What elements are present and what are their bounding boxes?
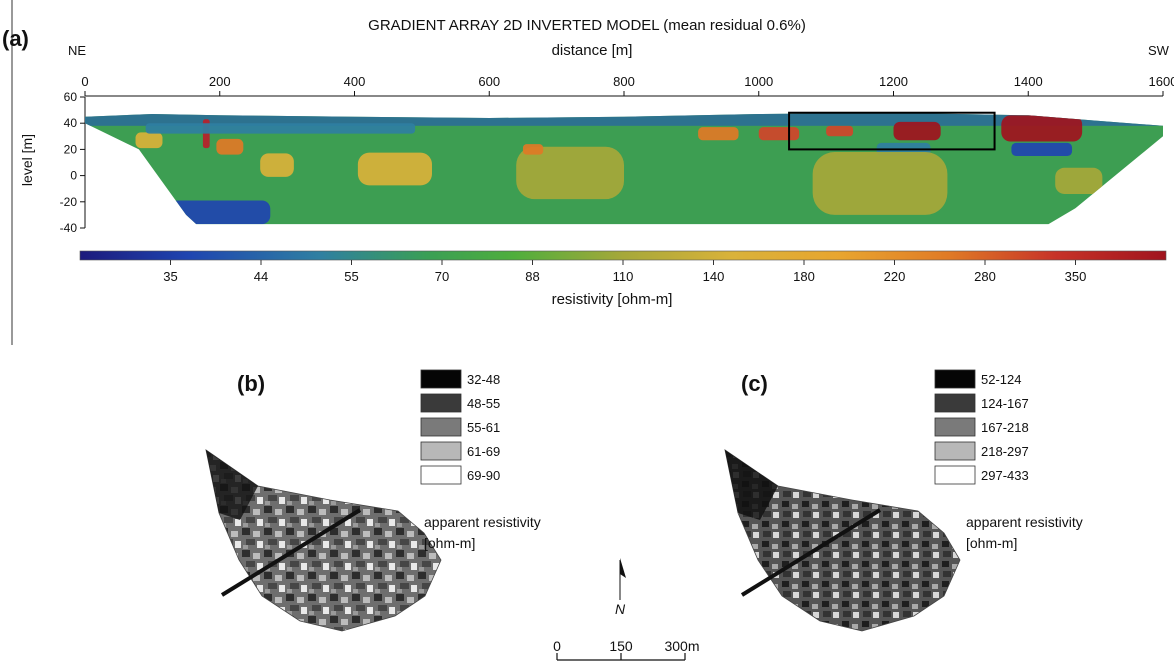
- y-tick-label: 20: [64, 142, 78, 156]
- x-tick-label: 1000: [744, 74, 773, 89]
- legend-label: 297-433: [981, 468, 1029, 483]
- panel-b-label: (b): [237, 371, 265, 396]
- colorbar-tick-label: 44: [254, 269, 268, 284]
- x-tick-label: 1400: [1014, 74, 1043, 89]
- colorbar-tick-label: 280: [974, 269, 996, 284]
- x-tick-label: 1200: [879, 74, 908, 89]
- legend-b: 32-48 48-55 55-61 61-69 69-90: [420, 369, 500, 485]
- legend-swatch: [420, 417, 462, 437]
- legend-swatch: [934, 465, 976, 485]
- north-arrow-icon: N: [615, 558, 626, 617]
- colorbar-tick-label: 220: [884, 269, 906, 284]
- legend-c-title-1: apparent resistivity: [966, 514, 1083, 530]
- legend-swatch: [420, 369, 462, 389]
- panel-a-label: (a): [2, 26, 29, 51]
- y-axis-label: level [m]: [19, 134, 35, 186]
- anomaly: [826, 125, 854, 137]
- anomaly: [812, 152, 948, 215]
- y-tick-label: -20: [60, 195, 78, 209]
- legend-swatch: [934, 369, 976, 389]
- colorbar-tick-label: 55: [344, 269, 358, 284]
- chart-title: GRADIENT ARRAY 2D INVERTED MODEL (mean r…: [368, 17, 806, 34]
- map-c-dark-zone: [725, 450, 778, 520]
- legend-b-title-1: apparent resistivity: [424, 514, 541, 530]
- scale-label-0: 0: [553, 638, 561, 654]
- anomaly: [1055, 167, 1103, 194]
- scale-label-150: 150: [609, 638, 633, 654]
- colorbar-label: resistivity [ohm-m]: [552, 291, 673, 308]
- legend-label: 124-167: [981, 396, 1029, 411]
- highlight-box: [788, 111, 996, 151]
- legend-label: 48-55: [467, 396, 500, 411]
- legend-c: 52-124 124-167 167-218 218-297 297-433: [934, 369, 1029, 485]
- legend-swatch: [934, 417, 976, 437]
- anomaly: [169, 200, 271, 225]
- legend-swatch: [420, 441, 462, 461]
- anomaly: [516, 146, 624, 200]
- legend-label: 69-90: [467, 468, 500, 483]
- x-tick-label: 0: [81, 74, 88, 89]
- anomaly: [522, 144, 544, 155]
- x-axis-label: distance [m]: [552, 42, 633, 59]
- scale-bar: 0 150 300m: [553, 638, 700, 661]
- direction-sw: SW: [1148, 43, 1170, 58]
- anomaly: [216, 138, 244, 155]
- colorbar-tick-label: 35: [163, 269, 177, 284]
- anomaly: [1011, 142, 1073, 156]
- y-tick-label: -40: [60, 221, 78, 235]
- legend-label: 61-69: [467, 444, 500, 459]
- legend-label: 52-124: [981, 372, 1021, 387]
- anomaly: [698, 127, 739, 141]
- anomalies: [135, 115, 1103, 225]
- colorbar-tick-label: 350: [1065, 269, 1087, 284]
- legend-c-title-2: [ohm-m]: [966, 535, 1017, 551]
- legend-swatch: [934, 393, 976, 413]
- scale-label-300m: 300m: [664, 638, 699, 654]
- legend-b-title-2: [ohm-m]: [424, 535, 475, 551]
- colorbar-ticks: 35 44 55 70 88 110 140 180 220 280 350: [163, 260, 1086, 284]
- anomaly: [893, 121, 941, 141]
- direction-ne: NE: [68, 43, 86, 58]
- anomaly: [1001, 115, 1083, 142]
- colorbar: [79, 250, 1167, 261]
- map-b-profile-line: [220, 508, 362, 597]
- legend-label: 32-48: [467, 372, 500, 387]
- x-tick-label: 800: [613, 74, 635, 89]
- legend-swatch: [420, 465, 462, 485]
- anomaly: [260, 153, 294, 177]
- y-tick-label: 60: [64, 90, 78, 104]
- legend-label: 218-297: [981, 444, 1029, 459]
- colorbar-tick-label: 110: [613, 269, 634, 284]
- anomaly: [357, 152, 432, 186]
- map-b: [205, 449, 442, 632]
- map-c: [724, 449, 961, 632]
- y-ticks: 60 40 20 0 -20 -40: [60, 90, 86, 235]
- resistivity-section: [85, 111, 1163, 225]
- y-tick-label: 0: [70, 169, 77, 183]
- legend-label: 55-61: [467, 420, 500, 435]
- legend-swatch: [934, 441, 976, 461]
- colorbar-tick-label: 70: [435, 269, 449, 284]
- x-ticks: 0 200 400 600 800 1000 1200 1400 1600: [81, 74, 1174, 97]
- x-tick-label: 600: [478, 74, 500, 89]
- panel-c-label: (c): [741, 371, 768, 396]
- colorbar-tick-label: 88: [525, 269, 539, 284]
- anomaly: [145, 123, 416, 134]
- x-tick-label: 400: [344, 74, 366, 89]
- north-label: N: [615, 601, 626, 617]
- anomaly: [758, 127, 800, 141]
- colorbar-tick-label: 180: [793, 269, 815, 284]
- map-c-profile-line: [740, 508, 882, 597]
- map-b-dark-zone: [206, 450, 258, 520]
- colorbar-tick-label: 140: [703, 269, 725, 284]
- x-tick-label: 1600: [1149, 74, 1174, 89]
- anomaly: [135, 132, 163, 149]
- legend-label: 167-218: [981, 420, 1029, 435]
- y-tick-label: 40: [64, 116, 78, 130]
- legend-swatch: [420, 393, 462, 413]
- x-tick-label: 200: [209, 74, 231, 89]
